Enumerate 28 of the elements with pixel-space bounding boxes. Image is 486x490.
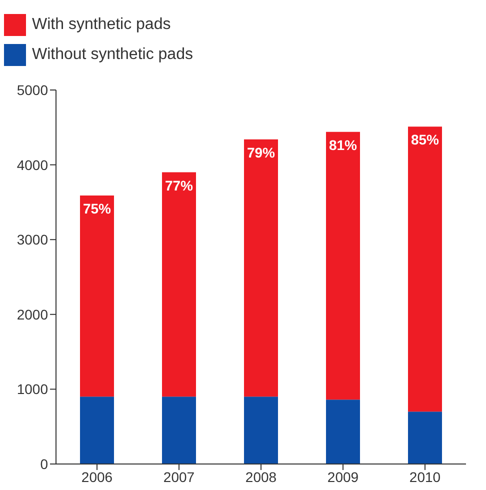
annotation: 77%: [164, 177, 194, 194]
annotation: 75%: [82, 200, 112, 216]
x-tick-label: 2009: [327, 468, 359, 485]
y-tick-label: 0: [40, 456, 48, 472]
bar: [80, 396, 114, 464]
y-tick-label: 4000: [16, 156, 48, 173]
y-tick-label: 3000: [16, 232, 48, 248]
x-tick-label: 2010: [409, 468, 441, 485]
bar: [244, 396, 278, 464]
bar: [408, 412, 442, 464]
annotation: 79%: [246, 144, 276, 160]
x-tick-label: 2007: [163, 468, 195, 485]
bar: [408, 126, 442, 412]
y-tick-label: 2000: [16, 306, 48, 322]
bar: [162, 172, 196, 397]
bar: [162, 396, 196, 464]
bar: [326, 132, 360, 400]
bar: [80, 195, 114, 397]
legend-label: Without synthetic pads: [32, 46, 193, 64]
annotation: 81%: [328, 136, 358, 153]
x-tick-label: 2008: [245, 468, 277, 485]
bar: [244, 139, 278, 397]
x-tick-label: 2006: [81, 468, 113, 485]
annotation: 85%: [410, 132, 440, 148]
y-tick-label: 1000: [16, 381, 48, 398]
y-tick-label: 5000: [16, 82, 48, 98]
bar: [326, 400, 360, 464]
legend-label: With synthetic pads: [32, 16, 171, 34]
